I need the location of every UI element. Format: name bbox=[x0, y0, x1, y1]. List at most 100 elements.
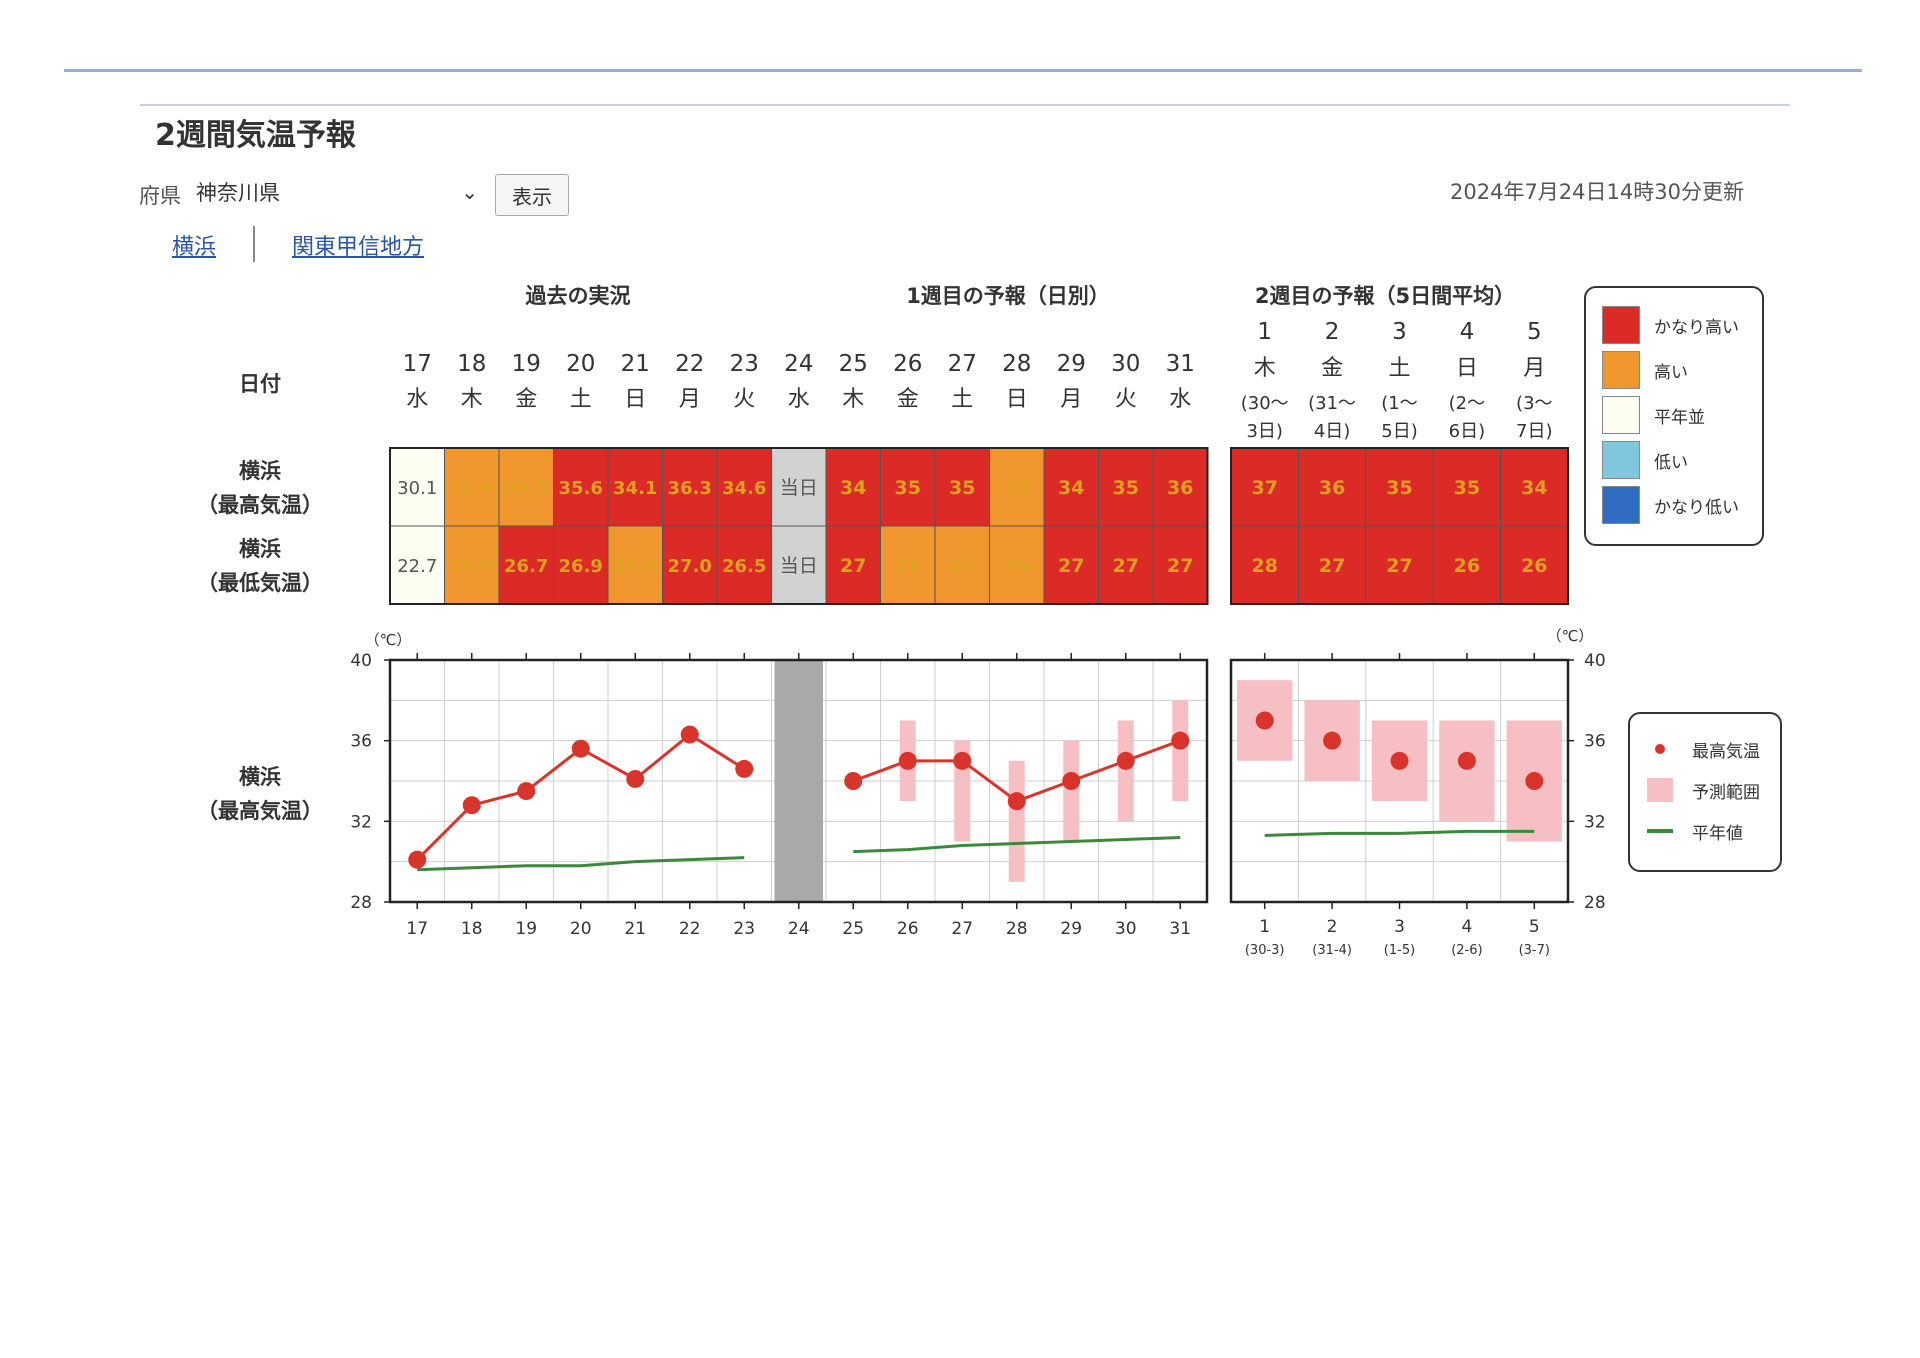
week2-day-number: 2 bbox=[1325, 319, 1340, 345]
min-cell-bg bbox=[389, 525, 445, 605]
forecast-max-point bbox=[898, 751, 917, 770]
day-weekday: 水 bbox=[406, 387, 428, 412]
x-tick-label: 24 bbox=[788, 919, 810, 939]
x-tick-label-week2: 5 bbox=[1529, 917, 1540, 937]
week2-day-weekday: 木 bbox=[1254, 356, 1276, 381]
observed-max-point bbox=[408, 850, 427, 869]
week2-day-weekday: 土 bbox=[1388, 356, 1410, 381]
section-header-past: 過去の実況 bbox=[526, 284, 631, 308]
max-cell-value: 34 bbox=[840, 477, 866, 499]
normal-line-past bbox=[417, 856, 745, 872]
x-tick-label: 28 bbox=[1006, 919, 1028, 939]
max-cell-bg bbox=[389, 447, 445, 527]
legend-label: 高い bbox=[1654, 362, 1688, 383]
day-number: 21 bbox=[621, 351, 650, 377]
day-number: 26 bbox=[893, 351, 922, 377]
week2-day-range-start: (31〜 bbox=[1308, 393, 1356, 414]
max-cell-value: 34 bbox=[1058, 477, 1084, 499]
max-cell-value: 34.6 bbox=[722, 478, 766, 499]
min-cell-value: 27 bbox=[1058, 555, 1084, 577]
day-weekday: 木 bbox=[461, 387, 483, 412]
day-number: 29 bbox=[1057, 351, 1086, 377]
max-cell-bg bbox=[662, 447, 718, 527]
y-tick-label-right: 40 bbox=[1584, 651, 1606, 671]
day-weekday: 土 bbox=[951, 387, 973, 412]
row-label-max-kind: （最高気温） bbox=[197, 493, 323, 517]
day-weekday: 日 bbox=[624, 387, 646, 412]
min-cell-bg bbox=[1152, 525, 1208, 605]
min-cell-bg bbox=[444, 525, 500, 605]
x-tick-label: 22 bbox=[679, 919, 701, 939]
x-tick-sublabel-week2: (2-6) bbox=[1451, 943, 1482, 958]
link-divider bbox=[253, 226, 255, 262]
link-kanto-koshin[interactable]: 関東甲信地方 bbox=[292, 235, 425, 260]
min-cell-value: 25.8 bbox=[613, 556, 657, 577]
min-cell-bg bbox=[498, 525, 554, 605]
week2-max-cell-value: 37 bbox=[1251, 477, 1277, 499]
min-cell-bg bbox=[662, 525, 718, 605]
forecast-range-bar bbox=[1172, 700, 1189, 802]
y-tick-label-left: 28 bbox=[350, 893, 372, 913]
min-cell-value: 22.7 bbox=[397, 556, 437, 577]
show-button[interactable]: 表示 bbox=[495, 174, 569, 216]
min-cell-bg bbox=[1098, 525, 1154, 605]
week2-min-cell-value: 28 bbox=[1251, 555, 1277, 577]
week2-max-point bbox=[1323, 731, 1342, 750]
week2-max-cell-value: 35 bbox=[1454, 477, 1480, 499]
forecast-range-bar bbox=[1063, 740, 1080, 842]
y-tick-label-right: 28 bbox=[1584, 893, 1606, 913]
day-weekday: 火 bbox=[1115, 387, 1137, 412]
x-tick-label-week2: 4 bbox=[1461, 917, 1472, 937]
row-label-min-place: 横浜 bbox=[239, 537, 281, 561]
legend-item-vhigh: かなり高い bbox=[1602, 306, 1739, 344]
title-rule bbox=[140, 104, 1790, 106]
week2-day-number: 4 bbox=[1460, 319, 1475, 345]
link-yokohama[interactable]: 横浜 bbox=[172, 235, 217, 260]
x-tick-sublabel-week2: (30-3) bbox=[1245, 943, 1285, 958]
forecast-max-point bbox=[1171, 731, 1190, 750]
chart-legend-label: 平年値 bbox=[1692, 823, 1743, 844]
max-cell-bg bbox=[716, 447, 772, 527]
observed-max-point bbox=[626, 769, 645, 788]
max-cell-value: 34.1 bbox=[613, 478, 657, 499]
week2-day-range-end: 5日) bbox=[1381, 421, 1417, 442]
x-tick-sublabel-week2: (1-5) bbox=[1384, 943, 1415, 958]
week2-min-cell-value: 27 bbox=[1319, 555, 1345, 577]
chart-legend-max: 最高気温 bbox=[1646, 734, 1760, 764]
day-weekday: 月 bbox=[1060, 387, 1082, 412]
week2-max-point bbox=[1457, 751, 1476, 770]
min-cell-value: 26 bbox=[1004, 555, 1030, 577]
week2-day-range-end: 6日) bbox=[1449, 421, 1485, 442]
min-cell-bg bbox=[880, 525, 936, 605]
week2-max-cell-value: 35 bbox=[1386, 477, 1412, 499]
week2-min-cell-bg bbox=[1230, 525, 1299, 605]
forecast-max-point bbox=[1116, 751, 1135, 770]
week2-range-box bbox=[1439, 720, 1495, 822]
daily-table-frame bbox=[389, 447, 1209, 605]
x-tick-label: 26 bbox=[897, 919, 919, 939]
week2-day-weekday: 金 bbox=[1321, 356, 1343, 381]
forecast-max-point bbox=[1062, 772, 1081, 790]
legend-label: かなり低い bbox=[1654, 497, 1739, 518]
min-cell-value: 26 bbox=[895, 555, 921, 577]
day-number: 27 bbox=[948, 351, 977, 377]
max-cell-value: 30.1 bbox=[397, 478, 437, 499]
max-cell-bg bbox=[1098, 447, 1154, 527]
max-cell-value: 35 bbox=[1113, 477, 1139, 499]
day-weekday: 金 bbox=[515, 387, 537, 412]
day-weekday: 水 bbox=[1169, 387, 1191, 412]
prefecture-select[interactable]: 神奈川県 ⌄ bbox=[196, 174, 486, 210]
row-label-max-place: 横浜 bbox=[239, 459, 281, 483]
week2-max-cell-value: 34 bbox=[1521, 477, 1547, 499]
week2-table-frame bbox=[1230, 447, 1569, 605]
legend-item-vlow: かなり低い bbox=[1602, 486, 1739, 524]
week2-max-point bbox=[1525, 772, 1544, 790]
day-weekday: 木 bbox=[842, 387, 864, 412]
legend-swatch bbox=[1602, 441, 1640, 479]
normal-line-forecast bbox=[853, 835, 1181, 854]
min-cell-bg bbox=[607, 525, 663, 605]
dot-icon bbox=[1646, 735, 1674, 763]
x-tick-label: 20 bbox=[570, 919, 592, 939]
week2-day-range-end: 3日) bbox=[1246, 421, 1282, 442]
